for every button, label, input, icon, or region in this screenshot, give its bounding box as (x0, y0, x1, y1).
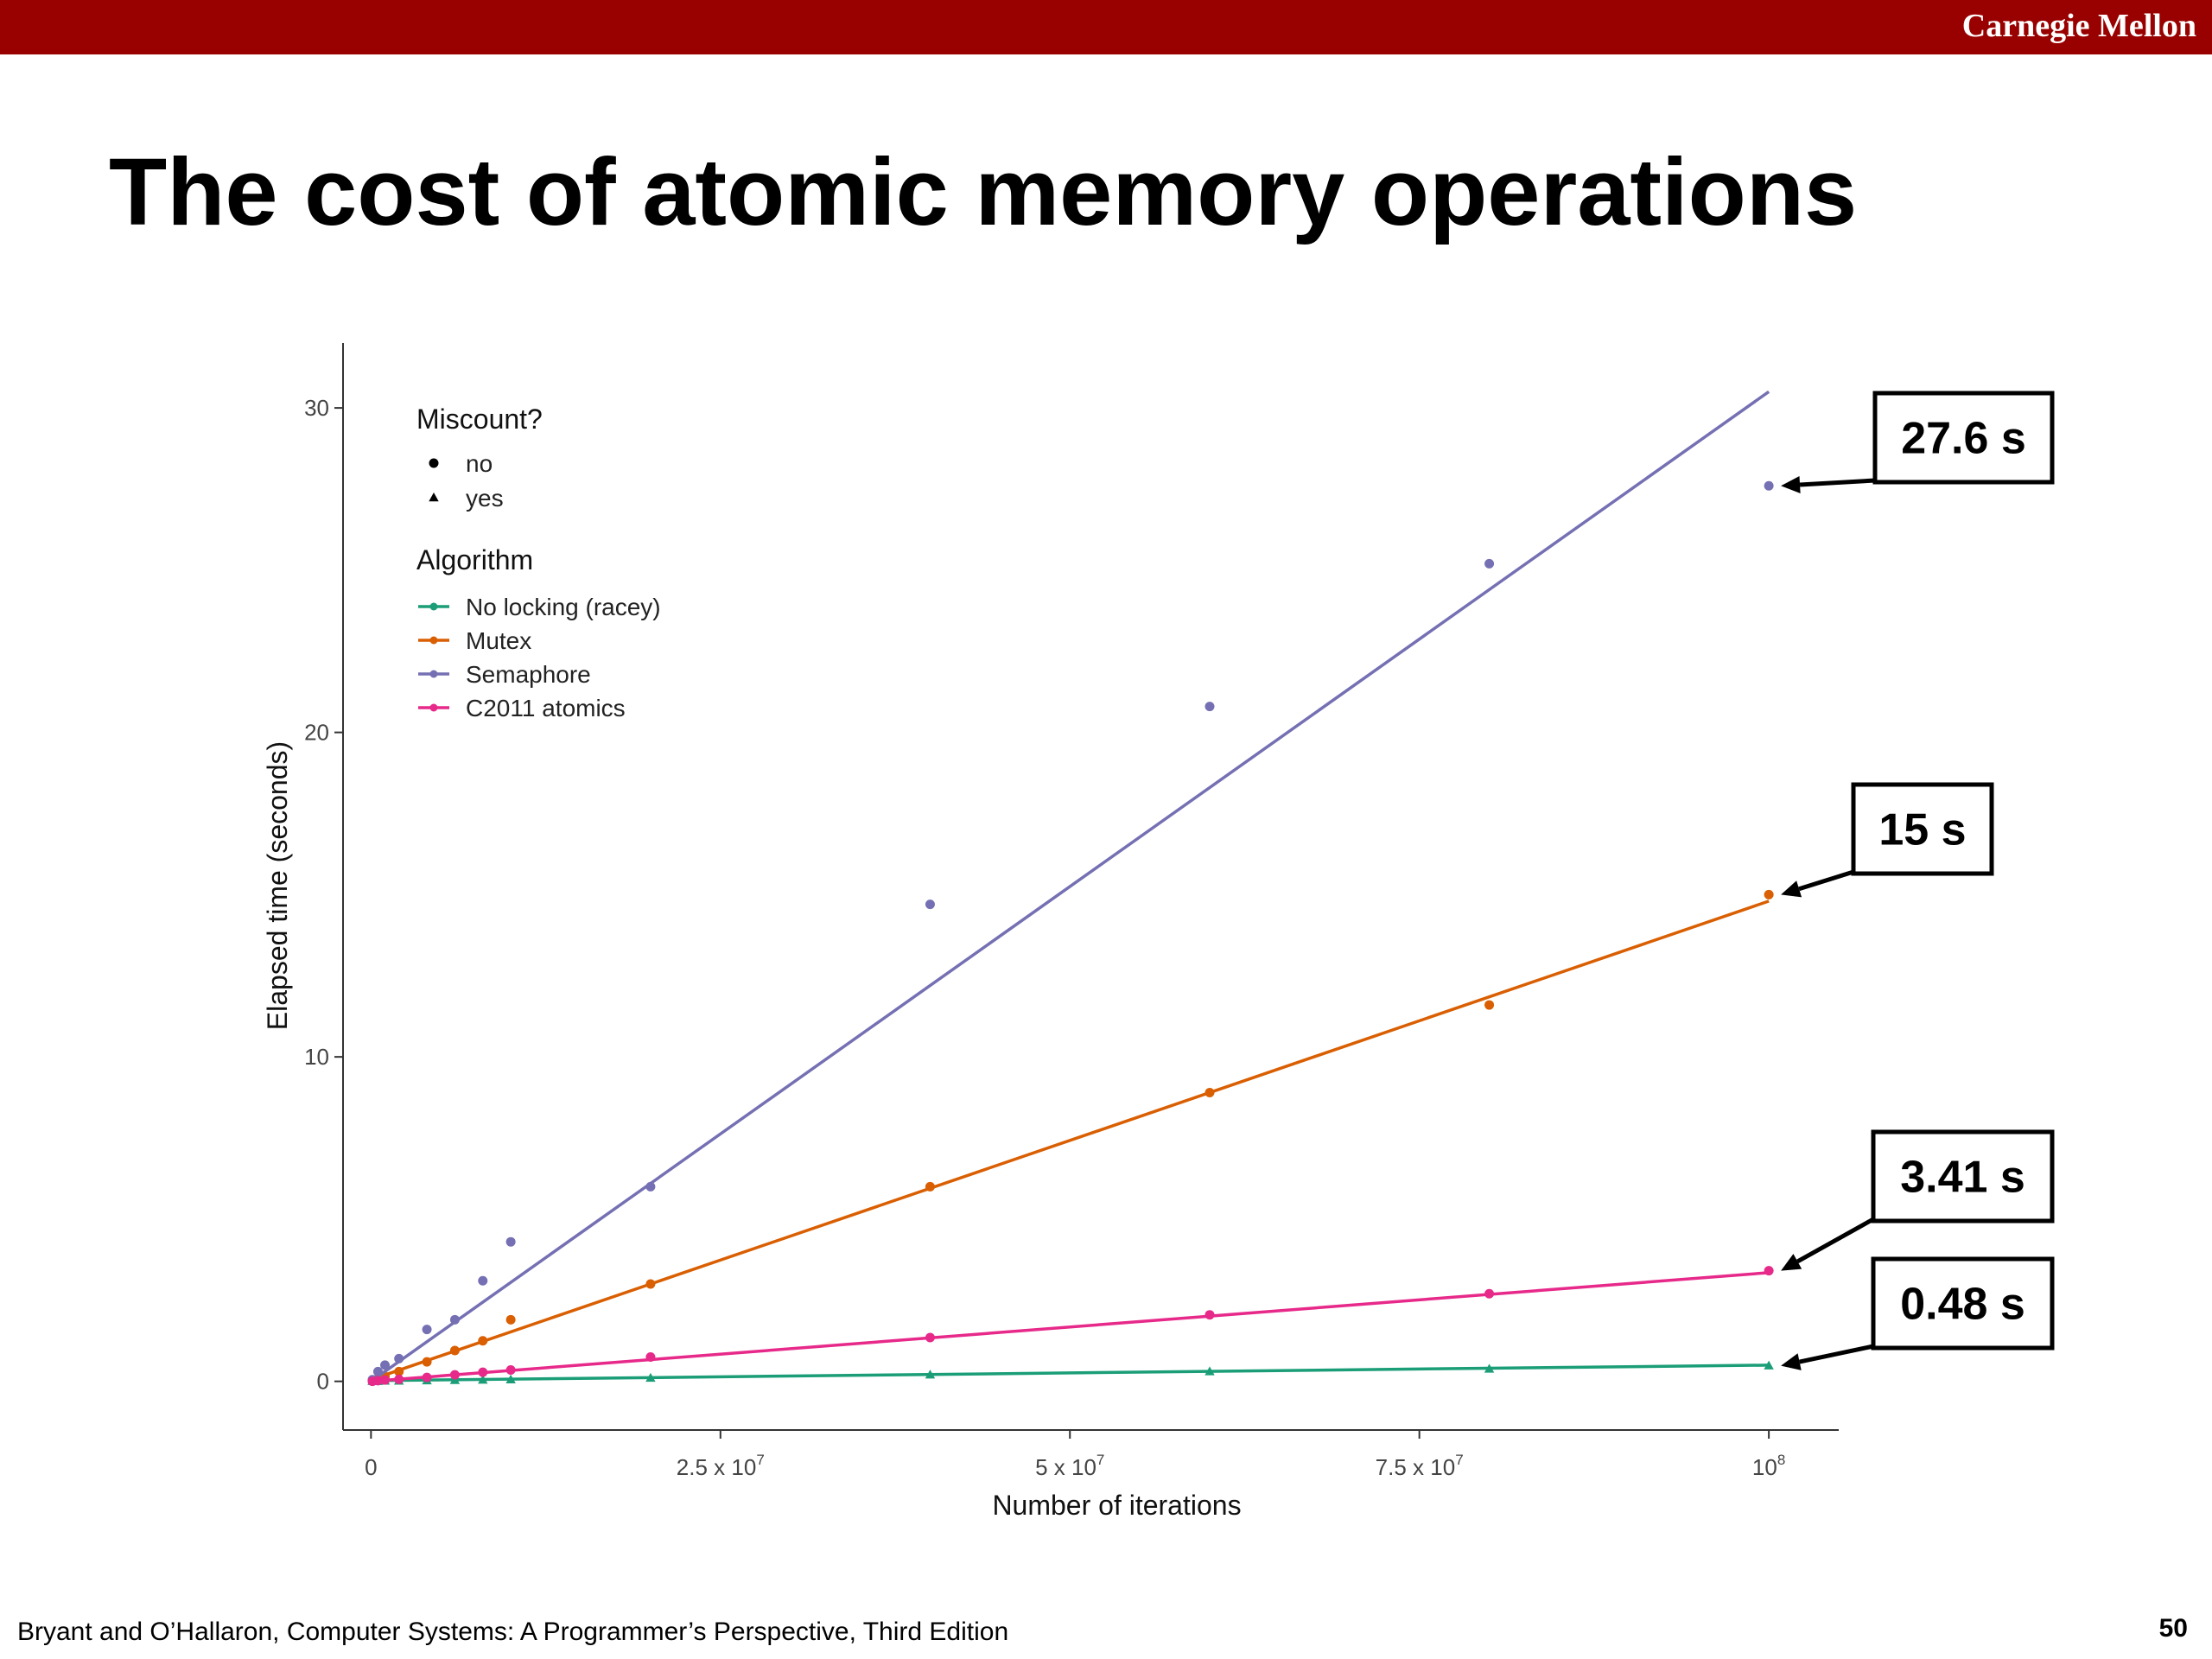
callout-box (1872, 391, 2055, 485)
legend-label: no (466, 450, 493, 477)
callout-arrow (1799, 1344, 1874, 1364)
data-point (478, 1375, 488, 1384)
legend-key-dot (429, 602, 438, 611)
data-point (505, 1236, 516, 1247)
x-tick-label: 7.5 x 107 (1376, 1452, 1464, 1480)
x-tick-label: 5 x 107 (1035, 1452, 1104, 1480)
data-point (394, 1374, 404, 1384)
callout-arrow (1799, 478, 1876, 487)
x-tick-label: 2.5 x 107 (677, 1452, 765, 1480)
callout-label: 0.48 s (1900, 1280, 2025, 1330)
data-point (478, 1275, 488, 1286)
data-point (505, 1374, 516, 1383)
slide-footer: Bryant and O’Hallaron, Computer Systems:… (17, 1618, 1009, 1646)
data-point (1205, 702, 1215, 712)
data-point (1764, 1266, 1774, 1276)
callout-arrowhead (1781, 880, 1802, 898)
data-point (478, 1367, 488, 1377)
x-axis-label: Number of iterations (992, 1490, 1241, 1521)
data-point (394, 1366, 404, 1376)
data-point (505, 1365, 516, 1376)
data-point (1764, 1360, 1774, 1370)
callout-arrow (1798, 869, 1854, 892)
callout-box (1871, 1256, 2055, 1351)
data-point (505, 1314, 516, 1325)
data-point (1205, 1366, 1215, 1376)
legend-label: C2011 atomics (466, 695, 626, 721)
data-point (380, 1360, 391, 1370)
header-bar: Carnegie Mellon (0, 0, 2212, 54)
data-point (372, 1366, 383, 1376)
y-tick-label: 0 (317, 1369, 329, 1395)
data-point (925, 899, 935, 910)
legend-title-algorithm: Algorithm (416, 544, 533, 575)
data-point (645, 1181, 656, 1192)
y-tick-label: 10 (304, 1044, 329, 1070)
data-point (422, 1372, 432, 1382)
legend-key-shape (429, 493, 439, 502)
legend-key-shape (429, 458, 439, 468)
data-point (925, 1181, 935, 1192)
legend-key-dot (429, 636, 438, 645)
legend-key-dot (429, 703, 438, 712)
brand-name: Carnegie Mellon (1961, 8, 2196, 44)
data-point (1484, 1288, 1495, 1299)
data-point (645, 1372, 656, 1382)
data-point (1205, 1087, 1215, 1097)
callout-label: 15 s (1878, 805, 1966, 855)
callout-label: 3.41 s (1900, 1153, 2025, 1203)
data-point (422, 1357, 432, 1367)
legend-label: Semaphore (466, 661, 591, 688)
data-point (1484, 1363, 1495, 1373)
data-point (1484, 558, 1495, 569)
data-point (449, 1314, 460, 1325)
data-point (645, 1279, 656, 1289)
y-tick-label: 30 (304, 395, 329, 421)
data-point (449, 1345, 460, 1356)
data-point (449, 1370, 460, 1380)
callout-arrow (1796, 1217, 1875, 1264)
legend-title-miscount: Miscount? (416, 404, 543, 435)
data-point (372, 1376, 383, 1386)
callout-arrowhead (1781, 1254, 1802, 1271)
data-point (645, 1352, 656, 1363)
legend-label: No locking (racey) (466, 594, 661, 620)
page-number: 50 (2158, 1614, 2188, 1643)
fit-line (370, 390, 1770, 1383)
callout-label: 27.6 s (1901, 414, 2026, 464)
data-point (1764, 480, 1774, 491)
data-point (422, 1325, 432, 1335)
callout-box (1851, 782, 1994, 876)
fit-line (371, 1363, 1770, 1382)
fit-line (371, 1271, 1770, 1383)
data-point (1764, 889, 1774, 899)
callout-arrowhead (1781, 475, 1801, 493)
fit-line (370, 899, 1770, 1382)
data-point (925, 1370, 936, 1379)
slide-title: The cost of atomic memory operations (109, 139, 1858, 245)
x-tick-label: 0 (365, 1454, 377, 1480)
legend-label: yes (466, 485, 504, 512)
y-tick-label: 20 (304, 720, 329, 746)
data-point (380, 1375, 391, 1385)
data-point (925, 1332, 935, 1343)
data-point (394, 1353, 404, 1363)
callout-arrowhead (1781, 1353, 1802, 1370)
callout-box (1871, 1129, 2055, 1224)
x-tick-label: 108 (1752, 1452, 1785, 1480)
data-point (478, 1336, 488, 1346)
legend-label: Mutex (466, 627, 531, 654)
data-point (1484, 1000, 1495, 1010)
legend-key-dot (429, 670, 438, 678)
y-axis-label: Elapsed time (seconds) (262, 741, 293, 1030)
data-point (1205, 1310, 1215, 1320)
